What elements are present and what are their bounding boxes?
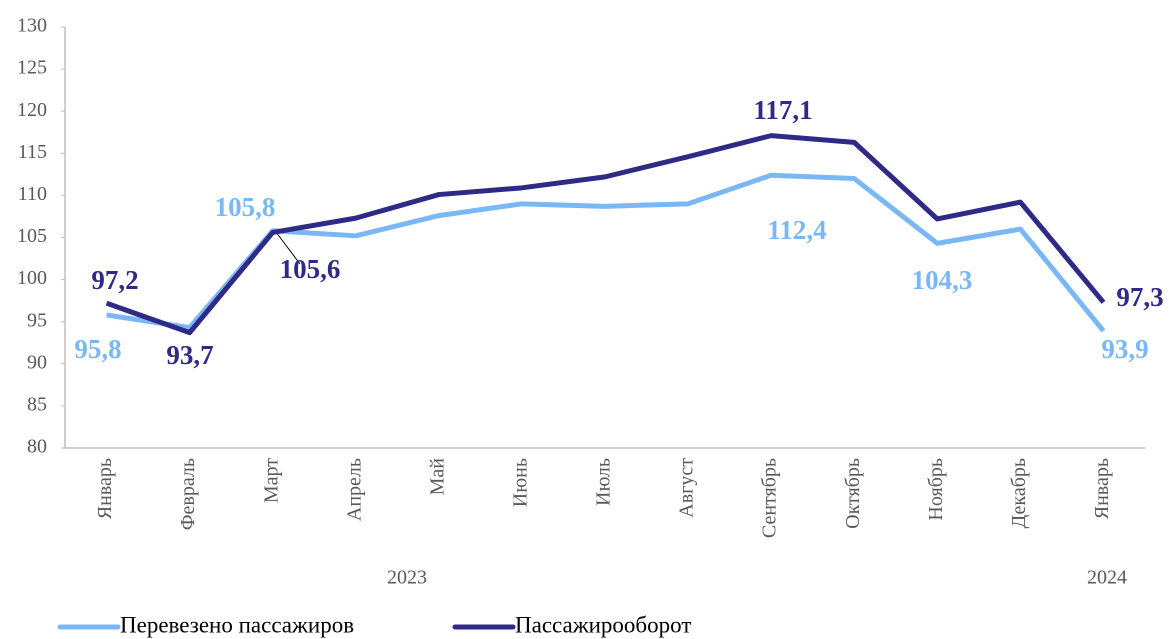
legend-label: Перевезено пассажиров xyxy=(120,612,354,637)
x-tick-label: Сентябрь xyxy=(759,458,781,538)
x-tick-label: Февраль xyxy=(177,458,199,530)
y-tick-label: 115 xyxy=(18,141,47,163)
y-tick-label: 90 xyxy=(27,351,47,373)
x-tick-label: Август xyxy=(676,458,698,518)
data-label: 105,8 xyxy=(215,192,276,222)
x-tick-label: Ноябрь xyxy=(925,458,947,521)
y-tick-label: 80 xyxy=(27,436,47,458)
data-label: 117,1 xyxy=(753,95,812,125)
series-line xyxy=(105,133,1106,336)
y-tick-label: 130 xyxy=(17,15,47,37)
x-tick-label: Декабрь xyxy=(1008,458,1030,528)
data-label: 93,9 xyxy=(1101,334,1148,364)
y-tick-label: 120 xyxy=(17,99,47,121)
data-label: 104,3 xyxy=(912,265,973,295)
data-label: 97,3 xyxy=(1116,282,1163,312)
data-label: 93,7 xyxy=(166,340,213,370)
legend-label: Пассажирооборот xyxy=(515,612,691,637)
x-tick-label: Октябрь xyxy=(842,458,864,529)
x-tick-label: Июль xyxy=(593,458,615,506)
y-tick-label: 105 xyxy=(17,225,47,247)
y-tick-label: 95 xyxy=(27,309,47,331)
y-tick-label: 85 xyxy=(27,393,47,415)
group-label: 2024 xyxy=(1087,567,1127,589)
x-tick-label: Март xyxy=(260,458,282,503)
y-tick-label: 100 xyxy=(17,267,47,289)
x-tick-label: Январь xyxy=(94,458,116,519)
y-tick-label: 110 xyxy=(18,183,47,205)
x-tick-label: Май xyxy=(426,458,448,496)
x-tick-label: Июнь xyxy=(510,458,532,507)
data-label: 95,8 xyxy=(74,334,121,364)
leader-line xyxy=(275,231,301,265)
y-tick-label: 125 xyxy=(17,57,47,79)
x-tick-label: Январь xyxy=(1091,458,1113,519)
data-label: 97,2 xyxy=(91,265,138,295)
group-label: 2023 xyxy=(387,567,427,589)
x-tick-label: Апрель xyxy=(343,458,365,521)
data-label: 105,6 xyxy=(280,254,341,284)
data-label: 112,4 xyxy=(767,215,826,245)
